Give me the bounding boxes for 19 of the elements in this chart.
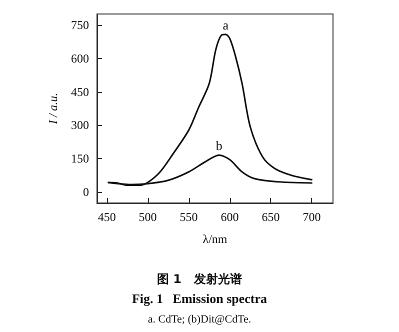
series-label: a	[222, 17, 229, 32]
x-tick-label: 700	[302, 210, 321, 224]
y-tick-label: 0	[83, 184, 89, 199]
text: Fig. 1 Emission spectra	[132, 291, 268, 306]
y-tick-label: 150	[71, 152, 89, 166]
y-tick-label: 300	[71, 118, 89, 132]
x-tick-label: 500	[138, 210, 157, 224]
y-tick-label: 750	[71, 18, 89, 32]
text: 图 1 发射光谱	[156, 272, 242, 286]
y-axis-title: I / a.u.	[46, 92, 60, 126]
text: a. CdTe; (b)Dit@CdTe.	[148, 314, 252, 326]
x-tick-label: 450	[98, 210, 116, 224]
y-tick-label: 600	[71, 51, 89, 66]
x-tick-label: 550	[180, 210, 198, 224]
x-tick-label: 650	[262, 210, 280, 224]
x-tick-label: 600	[220, 210, 239, 224]
y-tick-label: 450	[71, 84, 89, 99]
x-axis-title: λ/nm	[202, 232, 228, 246]
series-label: b	[216, 138, 222, 154]
